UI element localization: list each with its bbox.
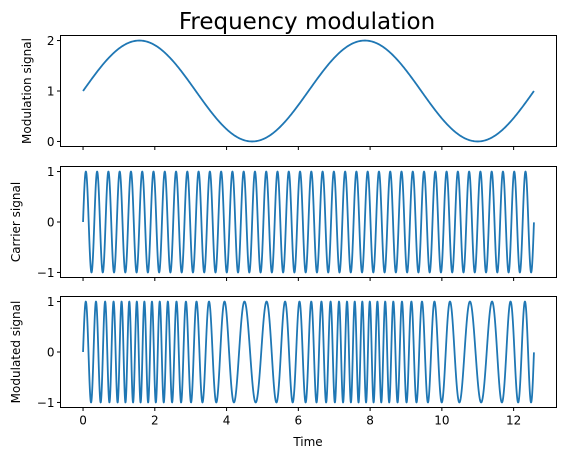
carrier-ytick-label: 1 (47, 165, 55, 179)
xtick-label: 6 (295, 414, 303, 428)
carrier-ylabel: Carrier signal (9, 182, 23, 262)
modulated-ytick-label: −1 (37, 396, 55, 410)
panel-modulation: Modulation signal 0 1 2 (20, 34, 557, 150)
modulated-ylabel: Modulated signal (9, 301, 23, 404)
xtick-label: 2 (151, 414, 159, 428)
chart-title: Frequency modulation (179, 9, 435, 35)
xtick-label: 10 (434, 414, 449, 428)
carrier-series-line (82, 170, 535, 274)
carrier-ytick-label: −1 (37, 266, 55, 280)
modulated-series-line (82, 300, 535, 404)
modulation-ytick-label: 1 (47, 84, 55, 98)
modulated-ytick-label: 0 (47, 345, 55, 359)
modulation-ytick-label: 0 (47, 135, 55, 149)
carrier-ticks: −1 0 1 (37, 165, 515, 281)
modulated-ytick-label: 1 (47, 295, 55, 309)
x-axis-label: Time (292, 435, 322, 449)
modulation-ticks: 0 1 2 (47, 34, 515, 150)
xtick-label: 12 (506, 414, 521, 428)
xtick-label: 8 (366, 414, 374, 428)
xtick-label: 4 (223, 414, 231, 428)
modulation-series-line (82, 39, 535, 143)
modulation-ytick-label: 2 (47, 34, 55, 48)
xtick-label: 0 (79, 414, 87, 428)
carrier-ytick-label: 0 (47, 215, 55, 229)
panel-carrier: Carrier signal −1 0 1 (9, 165, 557, 281)
modulation-ylabel: Modulation signal (20, 38, 34, 144)
